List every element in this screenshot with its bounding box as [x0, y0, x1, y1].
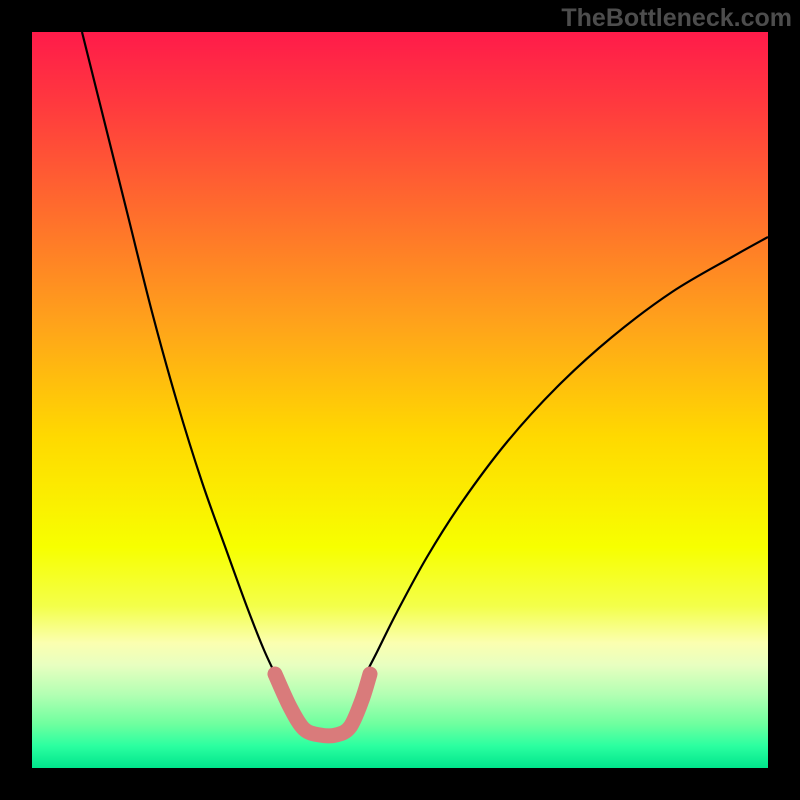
watermark-text: TheBottleneck.com — [561, 4, 792, 33]
bottleneck-chart — [0, 0, 800, 800]
gradient-background — [32, 32, 768, 768]
chart-frame: TheBottleneck.com — [0, 0, 800, 800]
